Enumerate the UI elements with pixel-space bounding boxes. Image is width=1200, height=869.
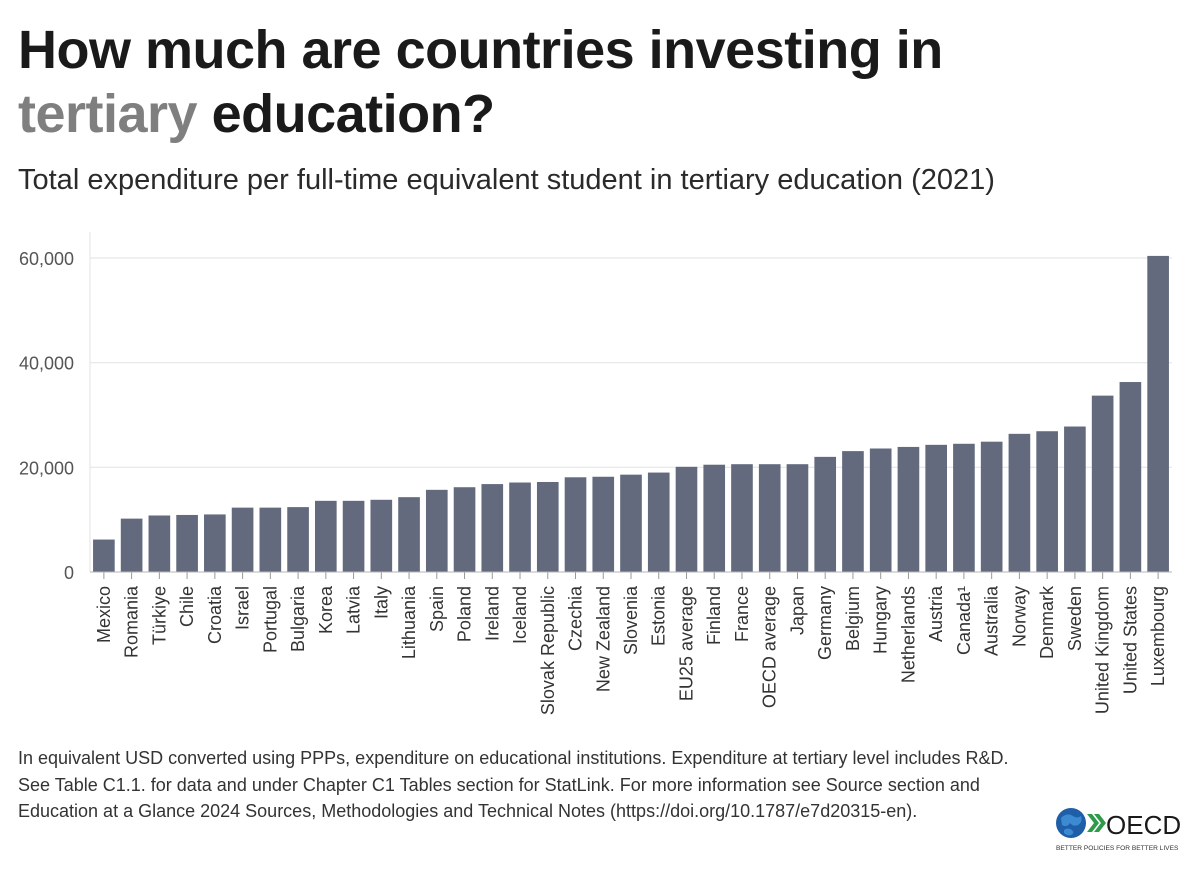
bar — [1147, 255, 1169, 572]
y-tick-label: 40,000 — [19, 354, 74, 374]
bar — [1064, 426, 1086, 572]
x-tick-label: Norway — [1009, 586, 1029, 647]
x-tick-label: France — [732, 586, 752, 642]
x-tick-label: New Zealand — [593, 586, 613, 692]
chart-subtitle: Total expenditure per full-time equivale… — [18, 164, 995, 196]
bar — [453, 487, 476, 572]
bar — [1036, 431, 1058, 572]
bar — [1091, 395, 1114, 572]
title-part1: How much are countries investing in — [18, 20, 943, 80]
bar — [592, 476, 615, 572]
bar — [204, 514, 226, 572]
x-tick-label: Austria — [926, 585, 946, 642]
bar — [758, 464, 781, 572]
title-part2: education? — [211, 84, 496, 144]
x-tick-label: Türkiye — [149, 586, 169, 645]
title-highlight: tertiary — [18, 84, 198, 144]
bar — [731, 464, 753, 572]
x-tick-label: Canada¹ — [954, 586, 974, 655]
x-tick-label: Spain — [427, 586, 447, 632]
bar — [1008, 433, 1031, 572]
chart-footnote: In equivalent USD converted using PPPs, … — [18, 748, 1009, 821]
bar — [509, 482, 531, 572]
bar — [647, 472, 670, 572]
x-tick-label: Slovenia — [621, 585, 641, 655]
x-tick-label: Finland — [704, 586, 724, 645]
bar — [925, 444, 947, 572]
x-tick-label: OECD average — [760, 586, 780, 708]
bar — [536, 481, 559, 572]
x-tick-label: Israel — [233, 586, 253, 630]
x-tick-label: Japan — [787, 586, 807, 635]
x-tick-label: Poland — [455, 586, 475, 642]
bar — [259, 507, 282, 572]
bar — [481, 484, 504, 572]
oecd-logo: OECD BETTER POLICIES FOR BETTER LIVES — [1056, 808, 1181, 852]
x-tick-label: Australia — [982, 585, 1002, 656]
x-tick-label: Latvia — [344, 585, 364, 634]
x-tick-label: Netherlands — [898, 586, 918, 683]
x-tick-label: Denmark — [1037, 585, 1057, 659]
y-tick-label: 0 — [64, 563, 74, 583]
x-tick-label: Italy — [371, 586, 391, 619]
x-tick-label: Korea — [316, 585, 336, 634]
x-tick-label: Romania — [122, 585, 142, 658]
bar — [93, 539, 115, 572]
chevron-icon — [1087, 814, 1106, 832]
globe-icon — [1056, 808, 1086, 838]
x-tick-label: Slovak Republic — [538, 586, 558, 715]
y-tick-label: 20,000 — [19, 458, 74, 478]
bar — [814, 456, 837, 572]
logo-wordmark: OECD — [1106, 810, 1181, 840]
chart-title: How much are countries investing in terti… — [18, 18, 1178, 146]
bar — [620, 474, 642, 572]
bar — [675, 466, 698, 572]
bar — [786, 464, 809, 572]
bar — [703, 464, 726, 572]
bar — [120, 518, 143, 572]
bar — [287, 507, 309, 572]
bar — [953, 443, 975, 572]
bar — [425, 489, 448, 572]
bar-chart: 0 20,000 40,000 60,000 Mexico Romania Türkiye C… — [19, 232, 1172, 715]
bar — [564, 477, 587, 572]
x-tick-label: Lithuania — [399, 585, 419, 659]
x-tick-label: Croatia — [205, 585, 225, 644]
x-tick-label: Germany — [815, 586, 835, 660]
bar — [231, 507, 254, 572]
x-tick-label: Czechia — [566, 585, 586, 651]
x-tick-label: Sweden — [1065, 586, 1085, 651]
y-tick-label: 60,000 — [19, 249, 74, 269]
x-tick-label: EU25 average — [676, 586, 696, 701]
bar — [869, 448, 892, 572]
bar — [315, 500, 337, 572]
x-tick-label: Luxembourg — [1148, 586, 1168, 686]
x-tick-label: Portugal — [260, 586, 280, 653]
x-tick-label: Ireland — [482, 586, 502, 641]
x-tick-label: Belgium — [843, 586, 863, 651]
bar — [842, 451, 864, 572]
bar — [176, 514, 198, 572]
logo-tagline: BETTER POLICIES FOR BETTER LIVES — [1056, 845, 1179, 852]
bar — [370, 499, 393, 572]
x-tick-label: United Kingdom — [1093, 586, 1113, 714]
x-tick-label: Bulgaria — [288, 585, 308, 652]
x-tick-label: Hungary — [871, 586, 891, 654]
x-tick-label: Estonia — [649, 585, 669, 646]
bar — [1119, 382, 1142, 572]
x-tick-label: United States — [1120, 586, 1140, 694]
bar — [897, 446, 920, 572]
x-tick-label: Iceland — [510, 586, 530, 644]
bar — [398, 497, 420, 572]
x-tick-label: Mexico — [94, 586, 114, 643]
bar — [342, 500, 365, 572]
x-tick-label: Chile — [177, 586, 197, 627]
bar — [980, 441, 1003, 572]
bar — [148, 515, 171, 572]
